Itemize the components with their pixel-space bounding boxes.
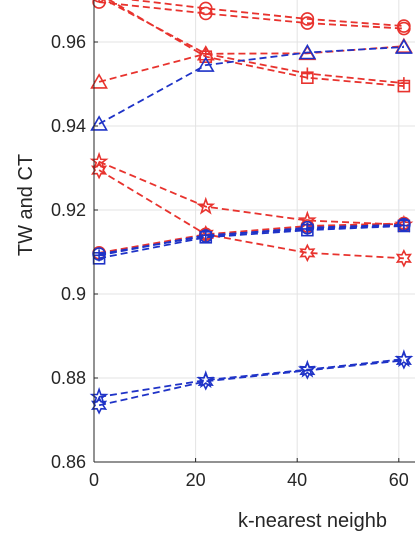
series-4 (98, 0, 410, 90)
x-tick-label: 20 (186, 470, 206, 490)
series-9 (92, 216, 411, 260)
triangle-marker (90, 73, 108, 89)
series-7 (89, 151, 414, 233)
plus-marker (93, 249, 106, 262)
hexagram-marker (91, 395, 108, 415)
series-layer (89, 0, 414, 415)
circle-marker (198, 6, 213, 21)
hexagram-marker (299, 361, 316, 380)
triangle-marker (394, 38, 413, 54)
axes (93, 0, 415, 463)
series-8 (91, 160, 412, 268)
star-marker (196, 196, 216, 215)
y-tick-label: 0.9 (61, 284, 86, 304)
tick-labels: 0 20 40 60 0.86 0.88 0.9 0.92 0.94 0.96 (51, 32, 409, 490)
y-axis-label: TW and CT (15, 154, 37, 256)
series-3 (107, 0, 411, 93)
series-6 (90, 38, 413, 131)
y-tick-label: 0.92 (51, 200, 86, 220)
y-tick-label: 0.94 (51, 116, 86, 136)
circle-marker (300, 12, 315, 26)
series-line (98, 169, 404, 260)
plus-marker (199, 229, 212, 242)
hexagram-marker (299, 243, 316, 263)
hexagram-marker (395, 351, 412, 370)
plus-marker (397, 77, 410, 90)
plus-marker (98, 0, 100, 3)
plus-marker (397, 219, 410, 232)
triangle-marker (90, 115, 108, 131)
triangle-marker (196, 56, 215, 72)
plus-marker (301, 67, 314, 80)
series-line (98, 358, 404, 398)
series-line (107, 0, 404, 87)
series-2 (92, 0, 411, 36)
series-line (98, 1, 404, 30)
series-line (98, 46, 404, 125)
series-line (103, 0, 404, 85)
hexagram-marker (91, 160, 108, 180)
y-tick-label: 0.96 (51, 32, 86, 52)
series-14 (91, 351, 412, 415)
series-line (98, 222, 404, 254)
triangle-marker (196, 45, 215, 61)
y-tick-label: 0.88 (51, 368, 86, 388)
plus-marker (301, 222, 314, 235)
series-line (98, 160, 404, 226)
x-axis-label: k-nearest neighb (238, 510, 387, 532)
series-line (98, 359, 404, 407)
y-tick-label: 0.86 (51, 452, 86, 472)
x-tick-label: 0 (89, 470, 99, 490)
x-tick-label: 40 (287, 470, 307, 490)
circle-marker (300, 16, 315, 30)
x-tick-label: 60 (389, 470, 409, 490)
series-line (98, 224, 404, 257)
hexagram-marker (197, 372, 214, 391)
triangle-marker (298, 43, 317, 60)
circle-marker (397, 21, 411, 36)
circle-marker (198, 1, 213, 16)
hexagram-marker (395, 248, 412, 268)
series-line (98, 45, 404, 83)
series-12 (93, 219, 410, 262)
series-1 (93, 0, 411, 33)
series-line (126, 0, 404, 27)
circle-marker (92, 0, 106, 9)
